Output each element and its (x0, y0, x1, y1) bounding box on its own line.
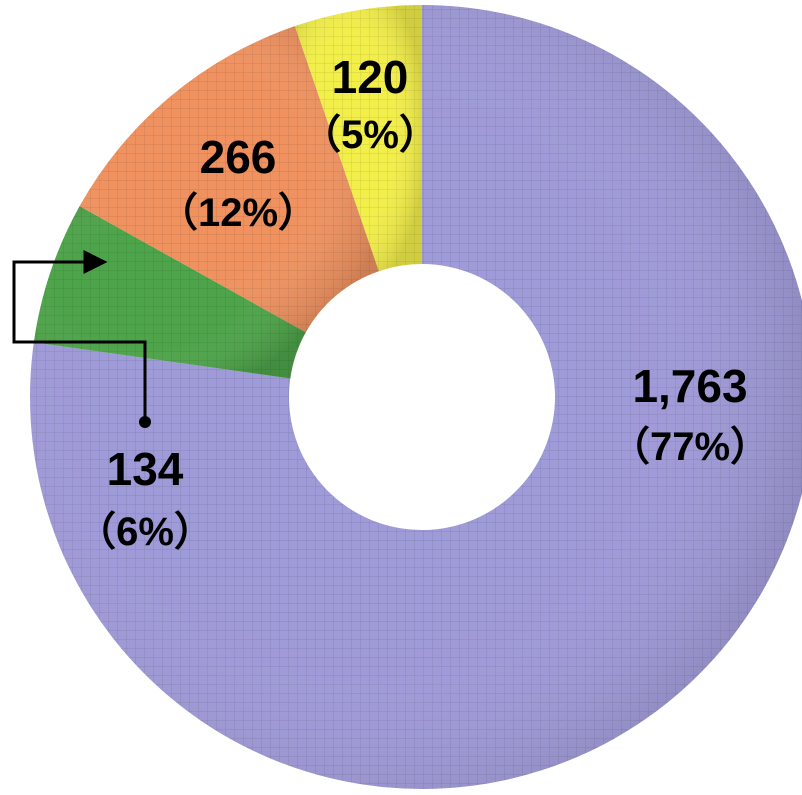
leader-dot (139, 416, 151, 428)
slice-value-label-1: 134 (107, 443, 184, 495)
donut-slice-shade-2 (79, 26, 379, 333)
donut-slice-shade-3 (294, 5, 422, 272)
leader-line-group (12, 250, 151, 428)
slice-pct-label-0: （77%） (610, 425, 770, 469)
slice-value-label-3: 120 (332, 51, 409, 103)
donut-slice-shade-1 (33, 206, 306, 379)
slice-value-label-0: 1,763 (632, 360, 747, 412)
leader-line (12, 250, 147, 422)
slice-value-label-2: 266 (200, 131, 277, 183)
donut-slice-shade-0 (30, 5, 802, 789)
slice-pct-label-2: （12%） (158, 191, 318, 235)
slice-pct-label-1: （6%） (76, 510, 214, 554)
slice-pct-label-3: （5%） (301, 113, 439, 157)
